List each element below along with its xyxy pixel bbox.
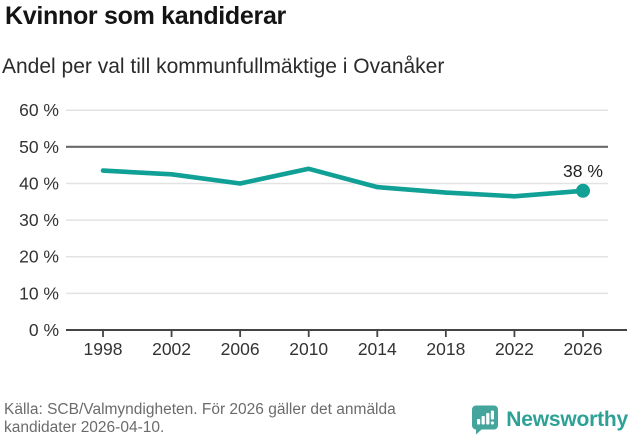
page-title: Kvinnor som kandiderar xyxy=(5,2,286,30)
x-axis-label: 1998 xyxy=(84,339,123,359)
chart-subtitle: Andel per val till kommunfullmäktige i O… xyxy=(2,55,445,78)
newsworthy-logo-text: Newsworthy xyxy=(506,408,628,431)
x-axis-label: 2010 xyxy=(289,339,328,359)
data-line xyxy=(100,166,586,199)
x-axis-label: 2022 xyxy=(495,339,534,359)
y-axis-label: 40 % xyxy=(19,173,59,193)
x-axis-label: 2026 xyxy=(564,339,603,359)
y-axis-label: 10 % xyxy=(19,283,59,303)
chart-svg: 0 % 10 % 20 % 30 % 40 % 50 % 60 % 1998 2002 2006 2… xyxy=(19,100,627,359)
data-point-marker xyxy=(576,183,590,198)
y-axis-label: 50 % xyxy=(19,137,59,157)
y-axis-label: 30 % xyxy=(19,210,59,230)
x-axis-label: 2014 xyxy=(358,339,397,359)
line-chart: 0 % 10 % 20 % 30 % 40 % 50 % 60 % 1998 2002 2006 2… xyxy=(0,95,631,370)
newsworthy-logo: Newsworthy xyxy=(471,405,628,435)
x-axis-label: 2002 xyxy=(152,339,191,359)
y-axis-label: 20 % xyxy=(19,247,59,267)
data-point-label: 38 % xyxy=(563,161,603,181)
y-axis-label: 60 % xyxy=(19,100,59,120)
x-axis-label: 2018 xyxy=(426,339,465,359)
newsworthy-logo-icon xyxy=(472,405,499,435)
y-axis-label: 0 % xyxy=(29,320,59,340)
source-note: Källa: SCB/Valmyndigheten. För 2026 gäll… xyxy=(4,401,396,436)
x-axis-label: 2006 xyxy=(221,339,260,359)
